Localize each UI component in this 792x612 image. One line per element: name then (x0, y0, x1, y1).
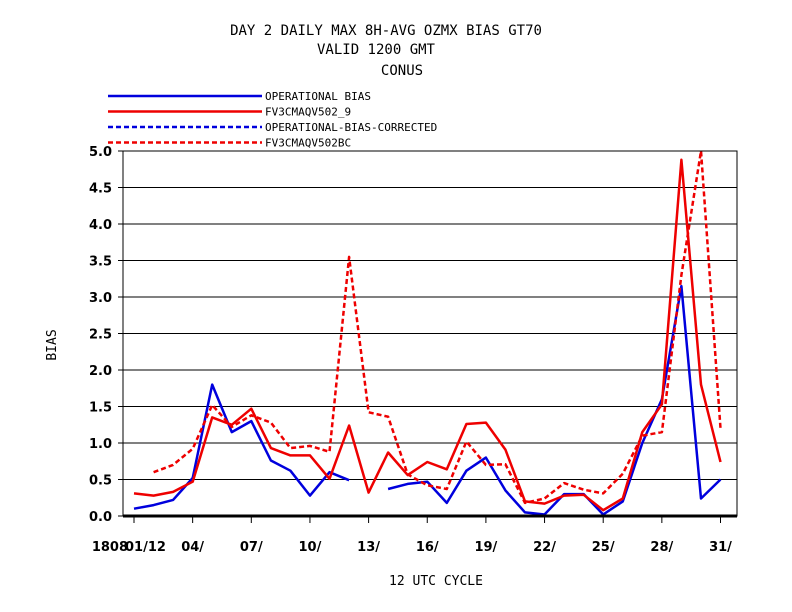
x-axis-label: 12 UTC CYCLE (389, 574, 483, 589)
x-tick-label: 13/ (357, 540, 380, 555)
y-tick-label: 4.0 (89, 218, 112, 233)
legend-label: OPERATIONAL-BIAS-CORRECTED (265, 121, 437, 134)
series-lines (133, 149, 722, 516)
y-tick-label: 1.0 (89, 437, 112, 452)
series-line-1 (133, 383, 350, 510)
y-axis-label: BIAS (45, 329, 60, 360)
series-line-4 (153, 149, 722, 505)
x-tick-label: 16/ (416, 540, 439, 555)
legend-label: OPERATIONAL BIAS (265, 90, 371, 103)
y-tick-label: 1.5 (89, 401, 112, 416)
title-line-3: CONUS (381, 63, 423, 79)
y-tick-label: 3.5 (89, 255, 112, 270)
y-tick-label: 0.5 (89, 474, 112, 489)
grid (123, 187, 737, 480)
x-tick-label: 04/ (181, 540, 204, 555)
x-tick-label: 31/ (709, 540, 732, 555)
y-tick-label: 4.5 (89, 182, 112, 197)
legend-label: FV3CMAQV502_9 (265, 106, 351, 119)
x-tick-label: 07/ (240, 540, 263, 555)
series-line-1 (387, 284, 722, 516)
y-tick-label: 2.5 (89, 328, 112, 343)
x-tick-label: 25/ (592, 540, 615, 555)
x-tick-label: 28/ (650, 540, 673, 555)
legend-label: FV3CMAQV502BC (265, 137, 351, 150)
x-tick-label: 1808 (92, 540, 128, 555)
legend: OPERATIONAL BIAS FV3CMAQV502_9 OPERATIONAL… (108, 90, 437, 150)
y-tick-label: 0.0 (89, 510, 112, 525)
x-tick-label: 22/ (533, 540, 556, 555)
y-tick-label: 2.0 (89, 364, 112, 379)
title-line-1: DAY 2 DAILY MAX 8H-AVG OZMX BIAS GT70 (230, 23, 542, 39)
title-line-2: VALID 1200 GMT (317, 42, 436, 58)
y-axis-ticks: 0.0 0.5 1.0 1.5 2.0 2.5 3.0 3.5 4.0 4.5 5.0 (89, 145, 123, 525)
y-tick-label: 5.0 (89, 145, 112, 160)
x-tick-label: 19/ (474, 540, 497, 555)
series-line-2 (133, 158, 722, 512)
title-block: DAY 2 DAILY MAX 8H-AVG OZMX BIAS GT70 VA… (230, 23, 542, 79)
x-tick-label: 01/12 (125, 540, 166, 555)
x-tick-label: 10/ (299, 540, 322, 555)
y-tick-label: 3.0 (89, 291, 112, 306)
